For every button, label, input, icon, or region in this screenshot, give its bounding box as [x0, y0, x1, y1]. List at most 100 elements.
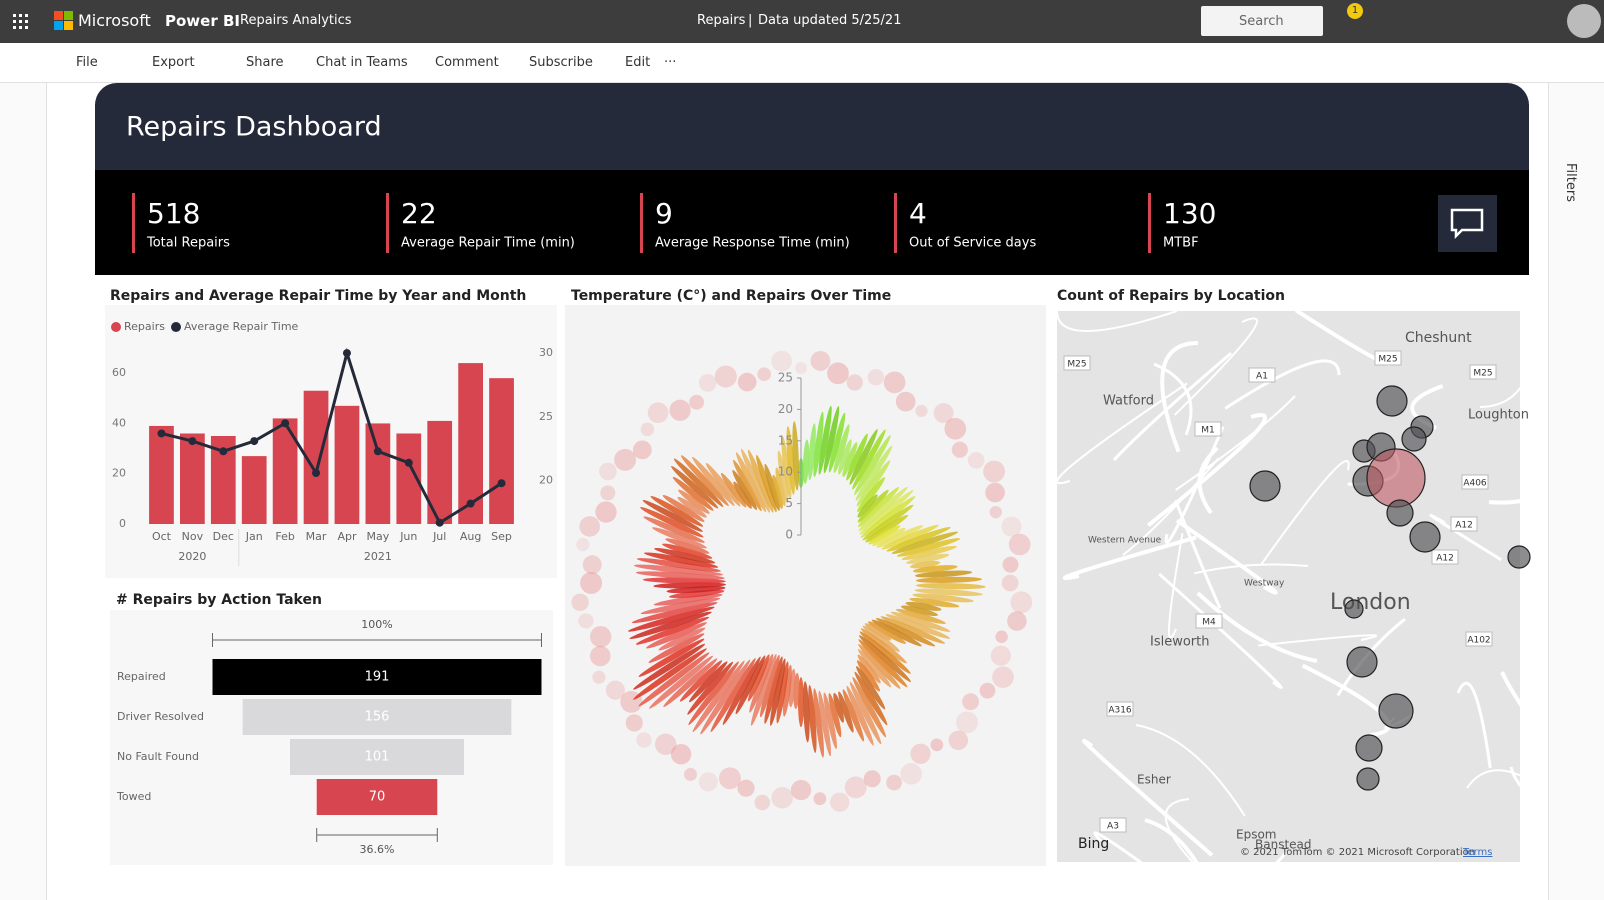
toolbar-subscribe[interactable]: Subscribe [529, 55, 593, 70]
value-label: 156 [365, 710, 390, 725]
radial-petal [859, 631, 911, 674]
line-point [281, 419, 290, 428]
toolbar-chat[interactable]: Chat in Teams [316, 55, 408, 70]
ring-dot [915, 404, 928, 418]
road [1164, 798, 1222, 892]
toolbar-share[interactable]: Share [246, 55, 284, 70]
x-tick-label: Sep [491, 530, 512, 543]
line-point [342, 349, 351, 358]
radial-petal [905, 601, 942, 611]
road [1062, 535, 1197, 581]
radial-petal [687, 661, 734, 715]
place-label: Banstead [1255, 838, 1312, 852]
chat-button[interactable] [1438, 195, 1497, 252]
ring-dot [683, 767, 697, 781]
road-label: M25 [1067, 360, 1086, 370]
map-bubble[interactable] [1355, 734, 1383, 762]
radial-petal [646, 622, 707, 649]
y-tick-label: 5 [785, 496, 793, 510]
radial-petal [673, 458, 724, 507]
place-label: Western Avenue [1088, 536, 1162, 546]
y-tick-label: 40 [112, 416, 126, 429]
road [1466, 769, 1546, 791]
radial-petal [818, 690, 832, 757]
radial-petal [633, 648, 707, 700]
road-label: A12 [1436, 554, 1454, 564]
toolbar-edit[interactable]: Edit [625, 55, 651, 70]
toolbar-more[interactable]: ··· [664, 55, 677, 70]
ring-dot [900, 763, 922, 785]
toolbar-export[interactable]: Export [152, 55, 195, 70]
product[interactable]: Power BI [165, 12, 240, 30]
radial-petal [735, 452, 767, 513]
road [1144, 818, 1217, 900]
radial-petal [842, 689, 865, 742]
report-canvas: Repairs Dashboard 518 Total Repairs 22 Avera… [80, 83, 1548, 900]
ring-dot [967, 452, 985, 469]
line-point [188, 437, 197, 446]
value-label: 70 [369, 790, 386, 805]
search-box[interactable]: Search [1201, 6, 1323, 36]
ring-dot [654, 733, 677, 755]
map-terms[interactable]: Terms [1462, 847, 1492, 858]
radial-petal [833, 424, 850, 474]
map-bubble[interactable] [1356, 767, 1380, 791]
radial-petal [914, 570, 973, 578]
radial-petal [854, 435, 891, 495]
line-point [219, 447, 228, 456]
map-bubble[interactable] [1376, 385, 1408, 417]
kpi-label: Out of Service days [909, 236, 1036, 251]
map-bubble[interactable] [1366, 448, 1426, 508]
kpi-value: 518 [147, 197, 200, 230]
app-launcher[interactable] [8, 0, 38, 43]
kpi-value: 9 [655, 197, 673, 230]
map-bubble[interactable] [1344, 599, 1364, 619]
kpi-accent [132, 193, 135, 253]
x-tick-label: Aug [460, 530, 481, 543]
funnel-bar [290, 739, 464, 775]
filters-label[interactable]: Filters [1563, 163, 1578, 202]
value-label: 101 [365, 750, 390, 765]
road-shield [1063, 355, 1091, 371]
report-name[interactable]: Repairs [697, 13, 746, 28]
workspace[interactable]: Repairs Analytics [240, 13, 352, 28]
radial-petal [722, 656, 761, 726]
radial-petal [710, 658, 756, 733]
map-attribution: © 2021 TomTom © 2021 Microsoft Corporati… [1240, 847, 1475, 858]
search-placeholder: Search [1239, 14, 1284, 29]
avatar[interactable] [1567, 4, 1601, 38]
ring-dot [1008, 533, 1031, 556]
road-label: M1 [1201, 426, 1215, 436]
radial-petal [900, 605, 939, 617]
kpi-accent [640, 193, 643, 253]
radial-petal [692, 660, 745, 732]
category-label: No Fault Found [117, 750, 199, 763]
radial-petal [770, 658, 786, 726]
road [1456, 681, 1492, 769]
map-bubble[interactable] [1386, 499, 1414, 527]
ring-dot [1001, 516, 1022, 537]
radial-petal [781, 436, 792, 500]
map-bubble[interactable] [1507, 545, 1531, 569]
map-bubble[interactable] [1401, 426, 1427, 452]
notification-badge[interactable]: 1 [1347, 3, 1363, 19]
brand[interactable]: Microsoft [78, 11, 151, 30]
map-bubble[interactable] [1249, 470, 1281, 502]
map-bubble[interactable] [1346, 646, 1378, 678]
filters-pane[interactable]: Filters [1548, 83, 1604, 900]
radial-petal [627, 606, 715, 632]
radial-petal [852, 677, 887, 738]
toolbar-comment[interactable]: Comment [435, 55, 499, 70]
ring-dot [985, 482, 1005, 503]
map-bubble[interactable] [1409, 521, 1441, 553]
place-label: Westway [1244, 579, 1285, 589]
map-bubble[interactable] [1378, 693, 1414, 729]
radial-petal [828, 412, 846, 473]
toolbar-file[interactable]: File [76, 55, 98, 70]
radial-petal [859, 489, 914, 535]
place-label: Watford [1103, 394, 1154, 409]
ring-dot [737, 372, 757, 392]
radial-petal [658, 627, 706, 651]
data-updated[interactable]: Data updated 5/25/21 [758, 13, 902, 28]
radial-petal [865, 514, 909, 543]
